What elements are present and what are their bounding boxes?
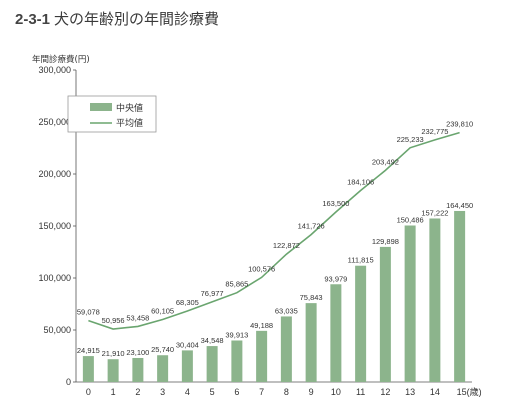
x-tick-label: 9: [309, 387, 314, 397]
data-label-median: 21,910: [102, 349, 125, 358]
data-label-mean: 141,726: [298, 222, 325, 231]
bar-median: [429, 218, 441, 382]
data-label-mean: 122,872: [273, 241, 300, 250]
x-tick-label: 5: [210, 387, 215, 397]
bar-median: [330, 284, 342, 382]
data-label-mean: 59,078: [77, 308, 100, 317]
data-label-median: 49,188: [250, 321, 273, 330]
bar-median: [379, 246, 391, 382]
bar-median: [82, 356, 94, 382]
bar-median: [305, 303, 317, 382]
y-axis-label: 年間診療費(円): [32, 54, 90, 65]
y-tick-label: 200,000: [38, 169, 71, 179]
data-label-median: 34,548: [201, 336, 224, 345]
x-tick-label: 4: [185, 387, 190, 397]
legend-label-mean: 平均値: [116, 117, 143, 129]
x-tick-label: 1: [111, 387, 116, 397]
data-label-median: 30,404: [176, 340, 199, 349]
data-label-median: 63,035: [275, 306, 298, 315]
y-tick-label: 100,000: [38, 273, 71, 283]
bars-group: [82, 210, 466, 382]
x-tick-label: 7: [259, 387, 264, 397]
legend-box: [67, 95, 157, 133]
data-label-mean: 53,458: [126, 313, 149, 322]
data-label-mean: 85,865: [225, 280, 248, 289]
data-label-median: 164,450: [446, 201, 473, 210]
x-tick-label: 14: [430, 387, 440, 397]
x-tick-label: 2: [135, 387, 140, 397]
data-label-mean: 203,492: [372, 157, 399, 166]
x-tick-label: 11: [356, 387, 365, 397]
data-label-mean: 60,105: [151, 306, 174, 315]
data-label-mean: 100,576: [248, 264, 275, 273]
data-label-mean: 225,233: [397, 135, 424, 144]
data-label-median: 150,486: [397, 215, 424, 224]
data-label-mean: 50,956: [102, 316, 125, 325]
bar-median: [132, 357, 144, 382]
x-tick-label: 12: [380, 387, 390, 397]
y-tick-label: 150,000: [38, 221, 71, 231]
x-tick-label: 8: [284, 387, 289, 397]
line-mean: [88, 131, 460, 330]
legend: 中央値 平均値: [67, 95, 157, 133]
data-label-median: 129,898: [372, 237, 399, 246]
line-group: [88, 131, 460, 330]
title-text: 犬の年齢別の年間診療費: [54, 10, 220, 28]
bar-median: [231, 340, 243, 382]
y-tick-label: 50,000: [43, 325, 71, 335]
data-label-mean: 163,500: [322, 199, 349, 208]
x-tick-label: 0: [86, 387, 91, 397]
x-tick-label: 15(歳): [457, 386, 482, 397]
data-label-mean: 239,810: [446, 120, 473, 129]
x-tick-label: 3: [160, 387, 165, 397]
bar-median: [157, 355, 169, 382]
y-tick-label: 300,000: [38, 65, 71, 75]
bar-median: [181, 350, 193, 382]
data-label-mean: 184,106: [347, 178, 374, 187]
data-label-mean: 68,305: [176, 298, 199, 307]
bar-median: [454, 210, 466, 382]
bar-median: [404, 225, 416, 382]
data-label-median: 24,915: [77, 346, 100, 355]
x-tick-label: 6: [234, 387, 239, 397]
bar-median: [206, 346, 218, 382]
data-label-median: 157,222: [421, 208, 448, 217]
y-tick-label: 250,000: [38, 117, 71, 127]
data-label-median: 111,815: [348, 256, 374, 265]
data-label-mean: 76,977: [201, 289, 224, 298]
data-label-mean: 232,775: [421, 127, 448, 136]
title-number: 2-3-1: [15, 11, 51, 28]
data-label-median: 23,100: [126, 348, 149, 357]
bar-median: [355, 265, 367, 382]
x-tick-label: 13: [405, 387, 415, 397]
y-tick-label: 0: [66, 377, 71, 387]
legend-label-median: 中央値: [116, 102, 143, 114]
bar-median: [280, 316, 292, 382]
data-label-median: 39,913: [225, 330, 248, 339]
x-tick-label: 10: [331, 387, 341, 397]
data-label-median: 75,843: [300, 293, 323, 302]
chart-title: 2-3-1 犬の年齢別の年間診療費: [15, 8, 219, 29]
legend-bar-swatch: [90, 103, 112, 111]
bar-median: [256, 330, 268, 382]
bar-median: [107, 359, 119, 382]
data-label-median: 25,740: [151, 345, 174, 354]
data-label-median: 93,979: [324, 274, 347, 283]
